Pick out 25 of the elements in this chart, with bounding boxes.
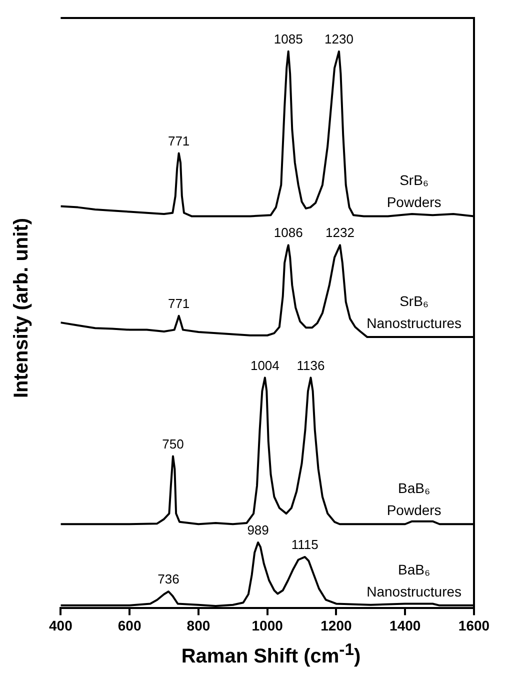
annotation: 736 [158,572,180,587]
annotation: 1004 [250,358,280,373]
annotation: 1232 [326,225,354,240]
series-label: SrB₆ Nanostructures [366,292,462,331]
annotation: 1136 [296,358,325,373]
x-tick-label: 1000 [252,617,284,634]
annotation: 750 [162,436,184,452]
x-tick-label: 1600 [458,617,490,634]
series-label: SrB₆ Powders [386,172,442,210]
annotation: 1086 [274,225,303,240]
x-tick-label: 1400 [390,617,421,634]
series-label: BaB₆ Powders [386,480,442,518]
annotation: 1230 [324,31,354,46]
x-tick-label: 800 [186,617,210,634]
annotation: 771 [168,133,190,148]
series-label: BaB₆ Nanostructures [366,561,462,600]
x-tick-label: 400 [49,617,73,634]
x-tick-label: 1200 [320,617,352,634]
annotation: 771 [168,296,190,311]
x-axis-title: Raman Shift (cm$^{-1}$) [180,640,362,669]
annotation: 1115 [291,537,318,552]
y-axis-title: Intensity (arb. unit) [10,218,34,398]
annotation: 989 [247,522,269,538]
x-tick-label: 600 [118,617,142,634]
annotation: 1085 [274,31,303,46]
